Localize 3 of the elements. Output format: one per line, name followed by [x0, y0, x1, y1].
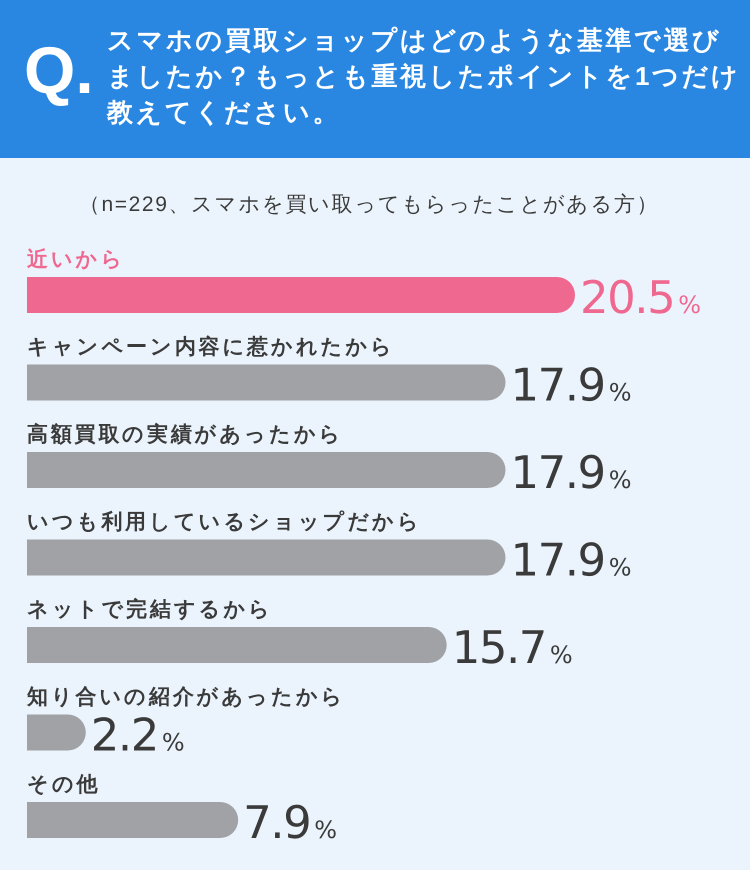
- subtitle: （n=229、スマホを買い取ってもらったことがある方）: [78, 193, 660, 216]
- annotation: Q.: [24, 33, 94, 107]
- title: スマホの買取ショップはどのような基準で選びましたか？もっとも重視したポイントを1つだけ教えてください。: [107, 24, 742, 129]
